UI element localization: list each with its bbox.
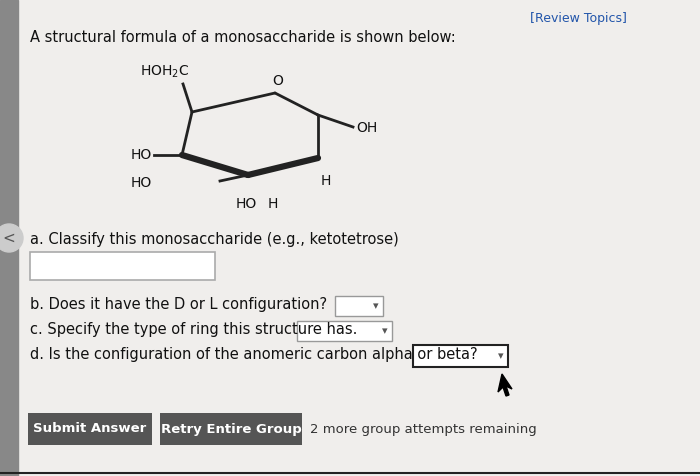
- Text: b. Does it have the D or L configuration?: b. Does it have the D or L configuration…: [30, 297, 327, 312]
- Text: Retry Entire Group: Retry Entire Group: [160, 423, 302, 436]
- Text: OH: OH: [356, 121, 377, 135]
- Text: H: H: [268, 197, 279, 211]
- Text: A structural formula of a monosaccharide is shown below:: A structural formula of a monosaccharide…: [30, 30, 456, 45]
- FancyBboxPatch shape: [297, 321, 392, 341]
- Text: c. Specify the type of ring this structure has.: c. Specify the type of ring this structu…: [30, 322, 358, 337]
- Text: HO: HO: [131, 176, 152, 190]
- Text: ▾: ▾: [373, 301, 379, 311]
- Text: ▾: ▾: [498, 351, 504, 361]
- FancyBboxPatch shape: [335, 296, 383, 316]
- Text: <: <: [3, 230, 15, 246]
- Text: ▾: ▾: [382, 326, 388, 336]
- Text: d. Is the configuration of the anomeric carbon alpha or beta?: d. Is the configuration of the anomeric …: [30, 347, 477, 362]
- Text: a. Classify this monosaccharide (e.g., ketotetrose): a. Classify this monosaccharide (e.g., k…: [30, 232, 399, 247]
- Text: HO: HO: [236, 197, 258, 211]
- Text: HOH$_2$C: HOH$_2$C: [140, 64, 190, 80]
- Polygon shape: [498, 374, 512, 396]
- Text: HO: HO: [131, 148, 152, 162]
- FancyBboxPatch shape: [28, 413, 152, 445]
- Text: [Review Topics]: [Review Topics]: [530, 12, 627, 25]
- FancyBboxPatch shape: [413, 345, 508, 367]
- Text: O: O: [272, 74, 284, 88]
- FancyBboxPatch shape: [160, 413, 302, 445]
- FancyBboxPatch shape: [30, 252, 215, 280]
- Text: 2 more group attempts remaining: 2 more group attempts remaining: [310, 423, 537, 436]
- Text: H: H: [321, 174, 331, 188]
- Circle shape: [0, 224, 23, 252]
- Text: Submit Answer: Submit Answer: [34, 423, 146, 436]
- Bar: [0, 0, 18, 476]
